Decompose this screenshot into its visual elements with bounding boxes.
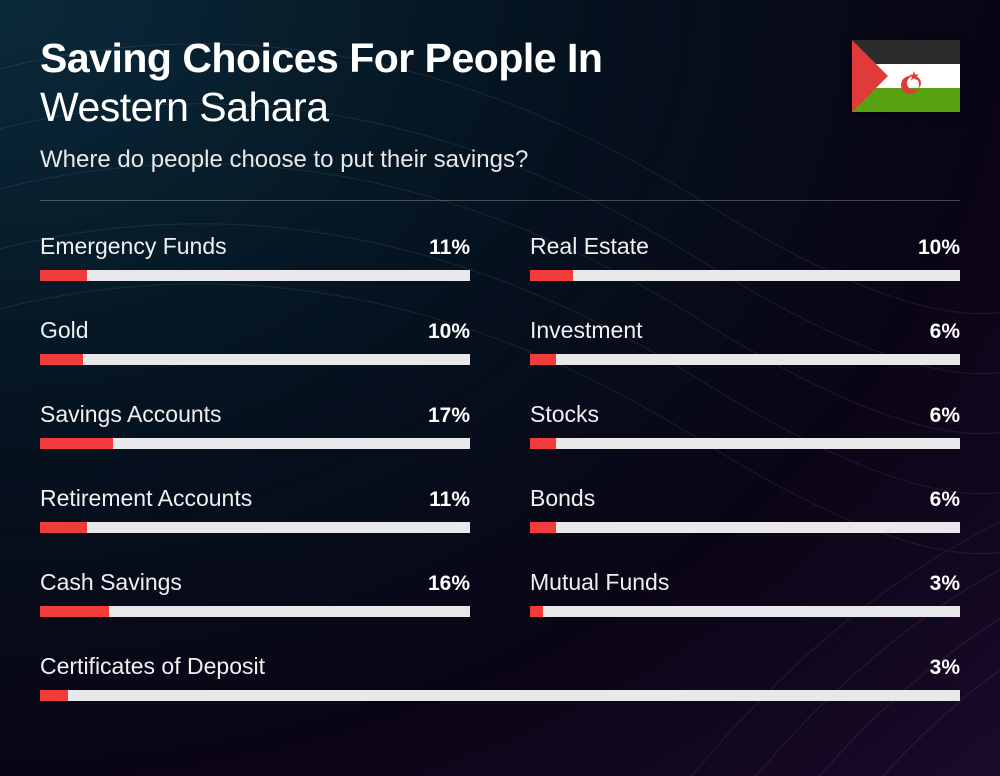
- bar-track: [40, 270, 470, 281]
- bar-pct: 3%: [930, 572, 960, 596]
- bar-fill: [40, 606, 109, 617]
- bar-pct: 10%: [428, 320, 470, 344]
- bar-track: [530, 354, 960, 365]
- bar-pct: 10%: [918, 236, 960, 260]
- bar-fill: [530, 270, 573, 281]
- bar-label: Savings Accounts: [40, 401, 222, 428]
- bar-track: [40, 522, 470, 533]
- bar-label: Gold: [40, 317, 89, 344]
- bar-label: Real Estate: [530, 233, 649, 260]
- bar-fill: [40, 354, 83, 365]
- bar-label: Emergency Funds: [40, 233, 227, 260]
- bar-pct: 17%: [428, 404, 470, 428]
- bar-track: [530, 270, 960, 281]
- bar-item: Retirement Accounts 11%: [40, 485, 470, 533]
- bar-fill: [40, 270, 87, 281]
- bar-item: Bonds 6%: [530, 485, 960, 533]
- bar-label: Investment: [530, 317, 643, 344]
- title-line1: Saving Choices For People In: [40, 36, 960, 81]
- bar-fill: [530, 438, 556, 449]
- bar-pct: 6%: [930, 488, 960, 512]
- flag-icon: [852, 40, 960, 112]
- divider: [40, 200, 960, 201]
- title-line2: Western Sahara: [40, 83, 960, 132]
- bar-fill: [530, 606, 543, 617]
- bar-track: [40, 606, 470, 617]
- bar-item: Mutual Funds 3%: [530, 569, 960, 617]
- bar-fill: [40, 690, 68, 701]
- bar-pct: 6%: [930, 404, 960, 428]
- bar-label: Retirement Accounts: [40, 485, 252, 512]
- bar-track: [530, 606, 960, 617]
- bar-item: Certificates of Deposit 3%: [40, 653, 960, 701]
- bar-item: Gold 10%: [40, 317, 470, 365]
- bar-label: Stocks: [530, 401, 599, 428]
- bar-item: Emergency Funds 11%: [40, 233, 470, 281]
- bar-item: Savings Accounts 17%: [40, 401, 470, 449]
- bar-item: Cash Savings 16%: [40, 569, 470, 617]
- bar-track: [40, 438, 470, 449]
- bar-fill: [530, 522, 556, 533]
- bar-item: Real Estate 10%: [530, 233, 960, 281]
- header: Saving Choices For People In Western Sah…: [40, 36, 960, 174]
- bar-label: Bonds: [530, 485, 595, 512]
- subtitle: Where do people choose to put their savi…: [40, 146, 960, 174]
- bar-fill: [530, 354, 556, 365]
- bar-fill: [40, 438, 113, 449]
- bar-track: [530, 438, 960, 449]
- bar-item: Stocks 6%: [530, 401, 960, 449]
- bar-label: Cash Savings: [40, 569, 182, 596]
- bar-label: Certificates of Deposit: [40, 653, 265, 680]
- bar-track: [40, 690, 960, 701]
- bar-track: [530, 522, 960, 533]
- bar-pct: 3%: [930, 656, 960, 680]
- bar-label: Mutual Funds: [530, 569, 669, 596]
- bar-pct: 6%: [930, 320, 960, 344]
- bar-item: Investment 6%: [530, 317, 960, 365]
- bar-pct: 11%: [429, 236, 470, 260]
- bar-pct: 11%: [429, 488, 470, 512]
- chart-grid: Emergency Funds 11% Real Estate 10% Gold…: [40, 233, 960, 701]
- bar-pct: 16%: [428, 572, 470, 596]
- bar-track: [40, 354, 470, 365]
- bar-fill: [40, 522, 87, 533]
